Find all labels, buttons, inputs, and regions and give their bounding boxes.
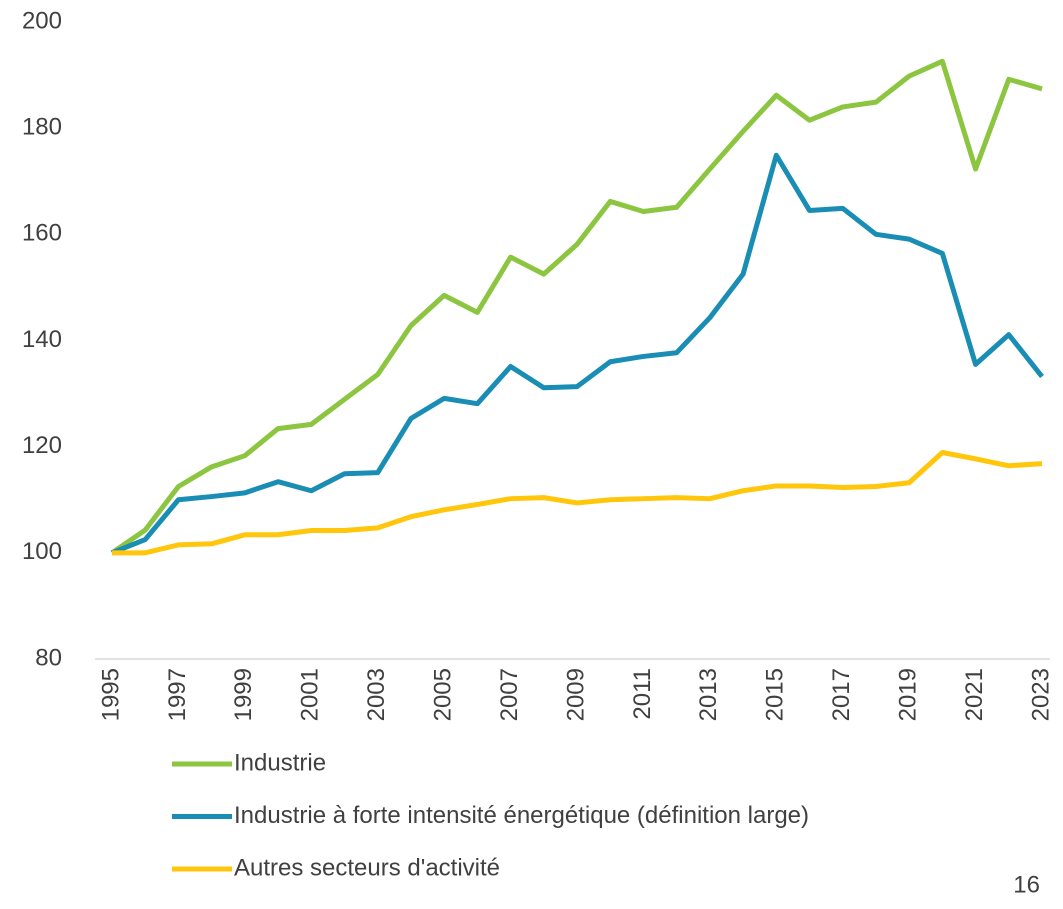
y-tick-label: 100 [22, 538, 62, 565]
series-line [111, 152, 1044, 556]
x-tick-label: 2011 [629, 668, 656, 720]
x-tick-label: 2005 [429, 668, 456, 721]
x-tick-label: 2023 [1027, 668, 1054, 721]
y-tick-label: 200 [22, 7, 62, 34]
y-tick-label: 80 [35, 644, 62, 671]
series-line [112, 450, 1043, 556]
x-tick-label: 1995 [97, 668, 124, 721]
x-tick-label: 1997 [164, 668, 191, 721]
y-tick-label: 160 [22, 220, 62, 247]
x-tick-label: 2007 [496, 668, 523, 721]
y-tick-label: 120 [22, 432, 62, 459]
x-tick-label: 2009 [562, 668, 589, 721]
x-tick-label: 2015 [762, 668, 789, 721]
y-tick-label: 140 [22, 326, 62, 353]
legend-label: Autres secteurs d'activité [234, 854, 500, 881]
x-tick-label: 2013 [695, 668, 722, 721]
page-number: 16 [1013, 871, 1040, 898]
x-tick-label: 2021 [961, 668, 988, 721]
y-tick-label: 180 [22, 114, 62, 141]
legend-label: Industrie [234, 749, 326, 776]
x-tick-label: 1999 [230, 668, 257, 721]
x-tick-label: 2017 [828, 668, 855, 721]
series-line [110, 58, 1043, 555]
legend-label: Industrie à forte intensité énergétique … [234, 802, 809, 829]
x-tick-label: 2019 [894, 668, 921, 721]
x-tick-label: 2003 [363, 668, 390, 721]
x-tick-label: 2001 [297, 668, 324, 721]
